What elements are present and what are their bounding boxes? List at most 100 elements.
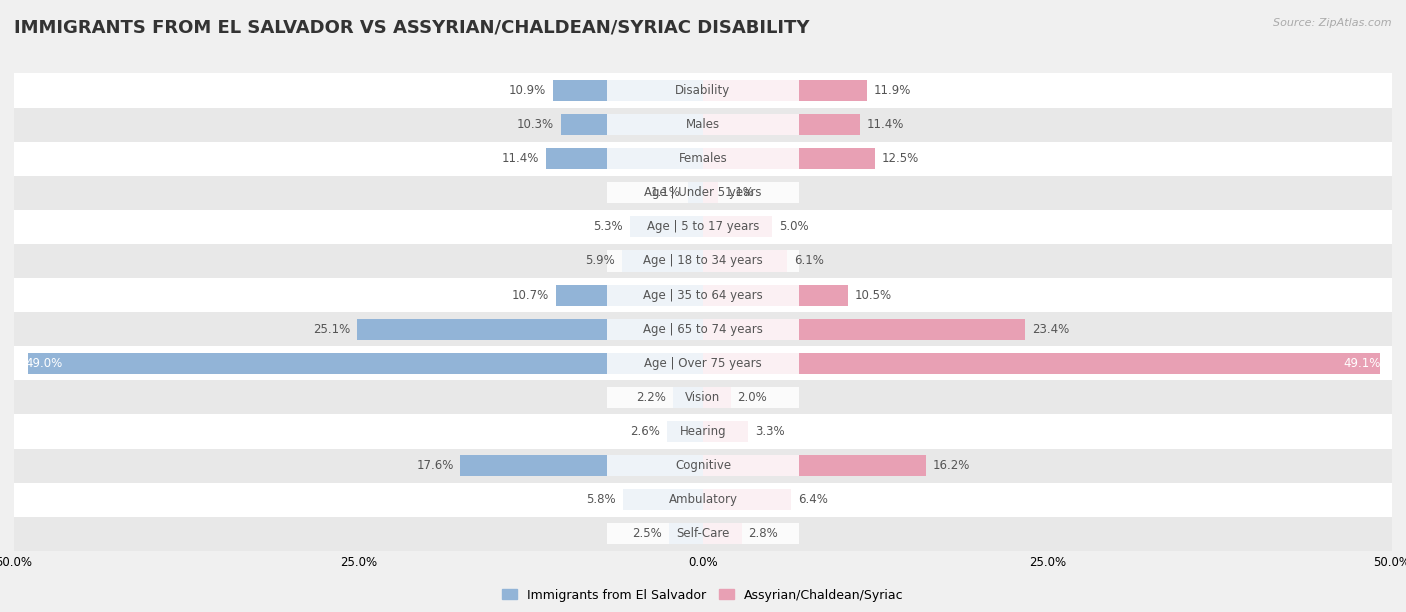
Text: Age | 5 to 17 years: Age | 5 to 17 years — [647, 220, 759, 233]
Text: Disability: Disability — [675, 84, 731, 97]
Bar — [461, 455, 703, 476]
Text: 2.6%: 2.6% — [630, 425, 661, 438]
Bar — [606, 523, 800, 544]
Bar — [703, 455, 927, 476]
Text: Ambulatory: Ambulatory — [668, 493, 738, 506]
Text: 49.0%: 49.0% — [25, 357, 62, 370]
Bar — [703, 319, 1025, 340]
Text: 5.9%: 5.9% — [585, 255, 614, 267]
Bar — [621, 250, 703, 272]
Bar — [606, 319, 800, 340]
Bar — [703, 216, 772, 237]
Bar — [688, 182, 703, 203]
Bar — [606, 421, 800, 442]
Bar — [703, 489, 792, 510]
Bar — [14, 483, 1392, 517]
Bar — [703, 387, 731, 408]
Text: 5.0%: 5.0% — [779, 220, 808, 233]
Bar — [606, 148, 800, 170]
Bar — [14, 278, 1392, 312]
Bar — [14, 108, 1392, 141]
Bar — [606, 80, 800, 101]
Text: Males: Males — [686, 118, 720, 131]
Bar — [14, 346, 1392, 380]
Text: Vision: Vision — [685, 391, 721, 404]
Bar — [546, 148, 703, 170]
Text: 2.5%: 2.5% — [631, 528, 662, 540]
Text: 11.4%: 11.4% — [868, 118, 904, 131]
Text: 49.1%: 49.1% — [1344, 357, 1381, 370]
Bar — [703, 523, 741, 544]
Text: Age | Over 75 years: Age | Over 75 years — [644, 357, 762, 370]
Bar — [606, 353, 800, 374]
Text: 16.2%: 16.2% — [934, 459, 970, 472]
Bar — [555, 285, 703, 305]
Text: 10.9%: 10.9% — [509, 84, 546, 97]
Bar — [14, 414, 1392, 449]
Bar — [14, 141, 1392, 176]
Text: 3.3%: 3.3% — [755, 425, 785, 438]
Bar — [606, 182, 800, 203]
Text: 17.6%: 17.6% — [416, 459, 454, 472]
Text: 2.0%: 2.0% — [738, 391, 768, 404]
Text: IMMIGRANTS FROM EL SALVADOR VS ASSYRIAN/CHALDEAN/SYRIAC DISABILITY: IMMIGRANTS FROM EL SALVADOR VS ASSYRIAN/… — [14, 18, 810, 36]
Text: 6.4%: 6.4% — [799, 493, 828, 506]
Bar — [669, 523, 703, 544]
Text: Source: ZipAtlas.com: Source: ZipAtlas.com — [1274, 18, 1392, 28]
Text: 5.3%: 5.3% — [593, 220, 623, 233]
Text: Age | 65 to 74 years: Age | 65 to 74 years — [643, 323, 763, 335]
Text: Age | 18 to 34 years: Age | 18 to 34 years — [643, 255, 763, 267]
Bar — [672, 387, 703, 408]
Text: Age | Under 5 years: Age | Under 5 years — [644, 186, 762, 200]
Bar — [606, 489, 800, 510]
Text: Age | 35 to 64 years: Age | 35 to 64 years — [643, 289, 763, 302]
Bar — [14, 380, 1392, 414]
Bar — [703, 250, 787, 272]
Text: 25.1%: 25.1% — [314, 323, 350, 335]
Text: Females: Females — [679, 152, 727, 165]
Bar — [703, 182, 718, 203]
Bar — [606, 216, 800, 237]
Text: 10.7%: 10.7% — [512, 289, 548, 302]
Bar — [668, 421, 703, 442]
Bar — [606, 285, 800, 305]
Bar — [561, 114, 703, 135]
Bar — [606, 114, 800, 135]
Text: 5.8%: 5.8% — [586, 493, 616, 506]
Bar — [703, 80, 868, 101]
Text: 11.9%: 11.9% — [875, 84, 911, 97]
Text: 2.8%: 2.8% — [748, 528, 778, 540]
Bar — [28, 353, 703, 374]
Text: 1.1%: 1.1% — [725, 186, 755, 200]
Bar — [606, 455, 800, 476]
Text: 23.4%: 23.4% — [1032, 323, 1070, 335]
Bar — [623, 489, 703, 510]
Legend: Immigrants from El Salvador, Assyrian/Chaldean/Syriac: Immigrants from El Salvador, Assyrian/Ch… — [498, 584, 908, 606]
Bar — [630, 216, 703, 237]
Text: 6.1%: 6.1% — [794, 255, 824, 267]
Text: 10.5%: 10.5% — [855, 289, 891, 302]
Bar — [703, 114, 860, 135]
Bar — [14, 73, 1392, 108]
Bar — [14, 517, 1392, 551]
Text: 12.5%: 12.5% — [882, 152, 920, 165]
Bar — [14, 312, 1392, 346]
Bar — [14, 176, 1392, 210]
Bar — [14, 244, 1392, 278]
Bar — [606, 387, 800, 408]
Bar — [703, 421, 748, 442]
Text: 10.3%: 10.3% — [517, 118, 554, 131]
Text: Hearing: Hearing — [679, 425, 727, 438]
Bar — [553, 80, 703, 101]
Text: 1.1%: 1.1% — [651, 186, 681, 200]
Bar — [703, 148, 875, 170]
Bar — [703, 285, 848, 305]
Bar — [14, 449, 1392, 483]
Text: 11.4%: 11.4% — [502, 152, 538, 165]
Bar — [357, 319, 703, 340]
Text: Cognitive: Cognitive — [675, 459, 731, 472]
Bar — [703, 353, 1379, 374]
Bar — [606, 250, 800, 272]
Text: 2.2%: 2.2% — [636, 391, 666, 404]
Text: Self-Care: Self-Care — [676, 528, 730, 540]
